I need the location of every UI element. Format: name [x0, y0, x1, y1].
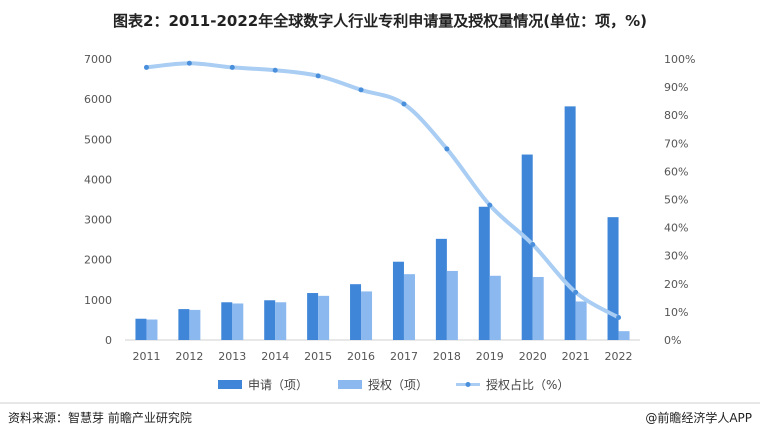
left-tick-label: 3000 — [84, 214, 112, 227]
right-tick-label: 80% — [664, 109, 688, 122]
brand-text: @前瞻经济学人APP — [645, 410, 752, 425]
grant-bar — [575, 301, 587, 340]
chart-title: 图表2：2011-2022年全球数字人行业专利申请量及授权量情况(单位：项，%) — [113, 12, 647, 30]
grant-ratio-point — [401, 101, 407, 107]
grant-ratio-point — [573, 289, 579, 295]
grant-bar — [275, 302, 287, 340]
application-bar — [478, 206, 490, 340]
grant-ratio-point — [272, 67, 278, 73]
grant-ratio-point — [186, 60, 192, 66]
application-bar — [264, 300, 276, 340]
legend-application-label: 申请（项） — [248, 378, 308, 392]
grant-bar — [189, 309, 201, 340]
legend-application-swatch — [218, 380, 242, 389]
application-bar — [392, 261, 404, 340]
x-tick-label: 2015 — [304, 350, 332, 363]
line-series — [143, 60, 622, 321]
grant-bar — [446, 270, 458, 340]
grant-ratio-point — [530, 241, 536, 247]
bar-series — [135, 106, 630, 341]
x-tick-label: 2018 — [433, 350, 461, 363]
left-tick-label: 0 — [105, 334, 112, 347]
x-tick-label: 2016 — [347, 350, 375, 363]
right-tick-label: 100% — [664, 53, 695, 66]
right-tick-label: 0% — [664, 334, 681, 347]
application-bar — [350, 284, 362, 340]
x-tick-label: 2020 — [519, 350, 547, 363]
x-tick-label: 2013 — [218, 350, 246, 363]
grant-bar — [146, 319, 158, 340]
right-tick-label: 50% — [664, 194, 688, 207]
x-tick-label: 2017 — [390, 350, 418, 363]
x-tick-label: 2014 — [261, 350, 289, 363]
grant-ratio-point — [358, 87, 364, 93]
legend: 申请（项） 授权（项） 授权占比（%） — [218, 377, 569, 392]
grant-bar — [403, 274, 415, 340]
x-tick-label: 2012 — [175, 350, 203, 363]
legend-grant-swatch — [338, 380, 362, 389]
grant-bar — [489, 275, 501, 340]
right-tick-label: 10% — [664, 306, 688, 319]
application-bar — [521, 154, 533, 340]
x-tick-label: 2011 — [132, 350, 160, 363]
right-tick-label: 30% — [664, 250, 688, 263]
application-bar — [221, 302, 233, 340]
left-axis-ticks: 0 1000 2000 3000 4000 5000 6000 7000 — [84, 53, 112, 347]
grant-bar — [232, 303, 244, 340]
grant-bar — [618, 331, 630, 340]
right-tick-label: 70% — [664, 137, 688, 150]
legend-grant-ratio-marker — [465, 382, 471, 387]
x-tick-label: 2022 — [605, 350, 633, 363]
application-bar — [307, 293, 319, 340]
grant-bar — [318, 295, 330, 340]
legend-grant-ratio-label: 授权占比（%） — [486, 377, 569, 392]
right-tick-label: 60% — [664, 165, 688, 178]
left-tick-label: 1000 — [84, 294, 112, 307]
x-axis-ticks: 2011 2012 2013 2014 2015 2016 2017 2018 2019 2020… — [132, 350, 632, 363]
right-axis-ticks: 0% 10% 20% 30% 40% 50% 60% 70% 80% 90% 100% — [664, 53, 695, 347]
right-tick-label: 90% — [664, 81, 688, 94]
grant-ratio-point — [229, 64, 235, 70]
left-tick-label: 7000 — [84, 53, 112, 66]
application-bar — [178, 309, 190, 340]
x-tick-label: 2019 — [476, 350, 504, 363]
left-tick-label: 6000 — [84, 93, 112, 106]
application-bar — [564, 106, 576, 341]
legend-grant-label: 授权（项） — [368, 377, 428, 392]
grant-ratio-point — [444, 146, 450, 152]
grant-ratio-point — [487, 202, 493, 208]
grant-ratio-point — [315, 73, 321, 79]
application-bar — [435, 238, 447, 340]
x-tick-label: 2021 — [562, 350, 590, 363]
application-bar — [135, 318, 147, 340]
left-tick-label: 5000 — [84, 133, 112, 146]
source-text: 资料来源：智慧芽 前瞻产业研究院 — [8, 410, 192, 425]
grant-ratio-line — [144, 61, 621, 320]
grant-ratio-point — [143, 64, 149, 70]
left-tick-label: 4000 — [84, 173, 112, 186]
grant-bar — [532, 276, 544, 340]
grant-ratio-point — [616, 315, 622, 321]
right-tick-label: 40% — [664, 222, 688, 235]
grant-bar — [361, 291, 373, 340]
application-bar — [607, 217, 619, 340]
left-tick-label: 2000 — [84, 254, 112, 267]
right-tick-label: 20% — [664, 278, 688, 291]
